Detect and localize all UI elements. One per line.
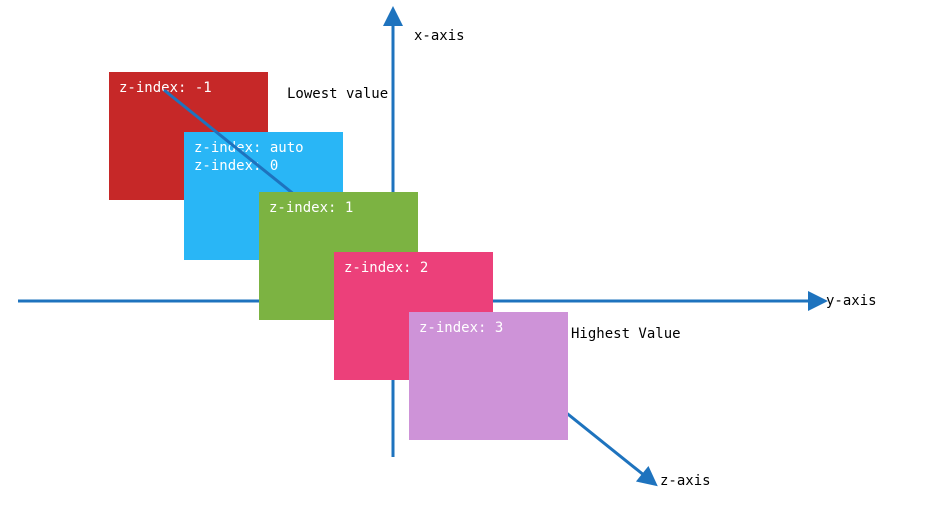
y-axis-label: y-axis [826, 293, 877, 309]
x-axis-label: x-axis [414, 28, 465, 44]
lowest-value-label: Lowest value [287, 86, 388, 102]
diagram-stage: z-index: -1z-index: auto z-index: 0 z-in… [0, 0, 929, 517]
z-index-card: z-index: 3 [409, 312, 568, 440]
highest-value-label: Highest Value [571, 326, 681, 342]
z-axis-label: z-axis [660, 473, 711, 489]
